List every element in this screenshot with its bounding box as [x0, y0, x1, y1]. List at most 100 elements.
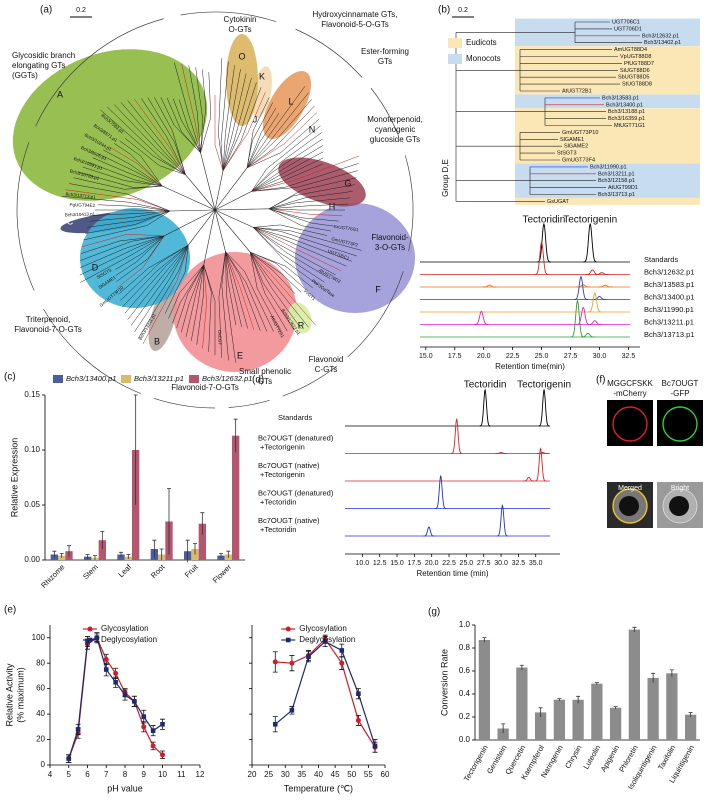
- legend-label: Deglycosylation: [299, 635, 355, 644]
- clade-arc: [16, 142, 35, 291]
- x-tick-label: 32.5: [512, 560, 526, 567]
- tree-branch: [251, 170, 358, 192]
- leaf-label: Bch3/13713.p1: [65, 191, 96, 199]
- marker: [141, 714, 147, 719]
- error-bar: [669, 669, 674, 677]
- x-axis-label: Retention time (min): [416, 569, 488, 578]
- tree-branch: [250, 252, 302, 293]
- peak: [495, 451, 507, 454]
- tree-branch: [222, 65, 235, 171]
- y-tick-label: 0.0: [459, 735, 471, 744]
- tree-branch: [253, 227, 336, 276]
- peak: [496, 504, 509, 537]
- leaf-label: Bch3/16359.p1: [608, 116, 645, 122]
- group-label: O-GTs: [228, 25, 251, 34]
- marker: [160, 721, 165, 727]
- tree-branch: [225, 251, 255, 330]
- y-tick-label: 20: [36, 735, 45, 744]
- leaf-label: AtUGT72B1: [562, 88, 592, 94]
- peak: [537, 451, 549, 454]
- x-tick-label: Tectorigenin: [462, 743, 490, 783]
- tree-branch: [222, 87, 262, 171]
- tree-branch: [87, 210, 171, 228]
- x-tick-label: 35: [297, 770, 306, 779]
- group-label: cyanogenic: [375, 125, 415, 134]
- image-label: MGGCFSKK: [607, 379, 653, 388]
- clade-letter: E: [237, 350, 243, 360]
- peak: [534, 241, 549, 275]
- marker: [150, 743, 156, 749]
- tree-branch: [251, 138, 323, 192]
- trace-label: +Tectorigenin: [260, 442, 305, 451]
- x-tick-label: 6: [85, 770, 90, 779]
- group-label: Flavonoid-7-O-GTs: [14, 325, 82, 334]
- tree-branch: [225, 251, 274, 332]
- tree-branch: [221, 251, 229, 361]
- peak: [535, 447, 547, 482]
- tree-branch: [117, 235, 165, 289]
- peak: [594, 272, 609, 275]
- y-tick-label: 40: [36, 709, 45, 718]
- tree-branch: [154, 97, 186, 175]
- tree-branch: [164, 244, 189, 314]
- marker: [75, 727, 81, 732]
- tree-branch: [97, 153, 163, 187]
- tree-branch: [162, 185, 216, 211]
- tree-branch: [246, 102, 274, 168]
- y-axis-label: Relative Activity: [4, 663, 14, 727]
- tree-branch: [185, 264, 205, 337]
- tree-branch: [180, 264, 205, 333]
- group-label: glucoside GTs: [370, 135, 420, 144]
- tree-branch: [200, 152, 216, 211]
- x-tick-label: 15.0: [419, 353, 433, 360]
- x-tick-label: 40: [314, 770, 323, 779]
- peak: [474, 310, 489, 325]
- tree-branch: [83, 210, 171, 241]
- clade-band: [515, 198, 700, 205]
- clade-letter: B: [154, 336, 160, 346]
- legend-marker: [87, 626, 93, 632]
- panel-label: (f): [596, 375, 605, 386]
- tree-branch: [253, 227, 357, 257]
- tree-branch: [92, 157, 163, 187]
- tree-branch: [160, 97, 201, 153]
- marker: [339, 660, 345, 666]
- tree-branch: [108, 146, 163, 187]
- leaf-label: Bch3/13400.p1: [606, 102, 643, 108]
- tree-branch: [115, 235, 165, 276]
- tree-branch: [251, 151, 324, 192]
- tree-branch: [225, 251, 237, 326]
- peak-annotation: Tectoridin: [464, 380, 507, 391]
- bar: [572, 699, 584, 740]
- group-label: Group D,E: [441, 159, 450, 197]
- error-bar: [632, 626, 637, 632]
- marker: [141, 724, 147, 730]
- y-tick-label: 0: [41, 760, 46, 769]
- peak: [598, 284, 613, 288]
- tree-branch: [250, 252, 288, 332]
- trace-label: Standards: [644, 255, 678, 264]
- y-tick-label: 0.4: [459, 689, 471, 698]
- marker: [272, 659, 278, 665]
- legend-marker: [285, 637, 291, 643]
- tree-branch: [188, 65, 201, 153]
- x-tick-label: 10: [158, 770, 167, 779]
- tree-branch: [225, 251, 248, 329]
- clade-letter: K: [259, 71, 265, 81]
- bar: [535, 712, 547, 740]
- clade-arc: [153, 397, 216, 409]
- image-label: Bright: [671, 485, 689, 492]
- group-label: Flavonoid-: [371, 233, 409, 242]
- legend-label: Glycosylation: [101, 624, 149, 633]
- tree-branch: [81, 233, 165, 247]
- panel-label: (g): [428, 607, 440, 618]
- leaf-label: PfUGT88D7: [624, 61, 654, 67]
- panel-label: (e): [4, 605, 16, 616]
- x-tick-label: 45: [331, 770, 340, 779]
- trace-label: Bch3/11990.p1: [644, 305, 694, 314]
- tree-branch: [134, 244, 189, 332]
- leaf-label: SiUGT88D6: [620, 68, 650, 74]
- tree-branch: [127, 100, 186, 175]
- y-axis-label: Relative Expression: [9, 438, 19, 518]
- trace-label: Standards: [278, 413, 312, 422]
